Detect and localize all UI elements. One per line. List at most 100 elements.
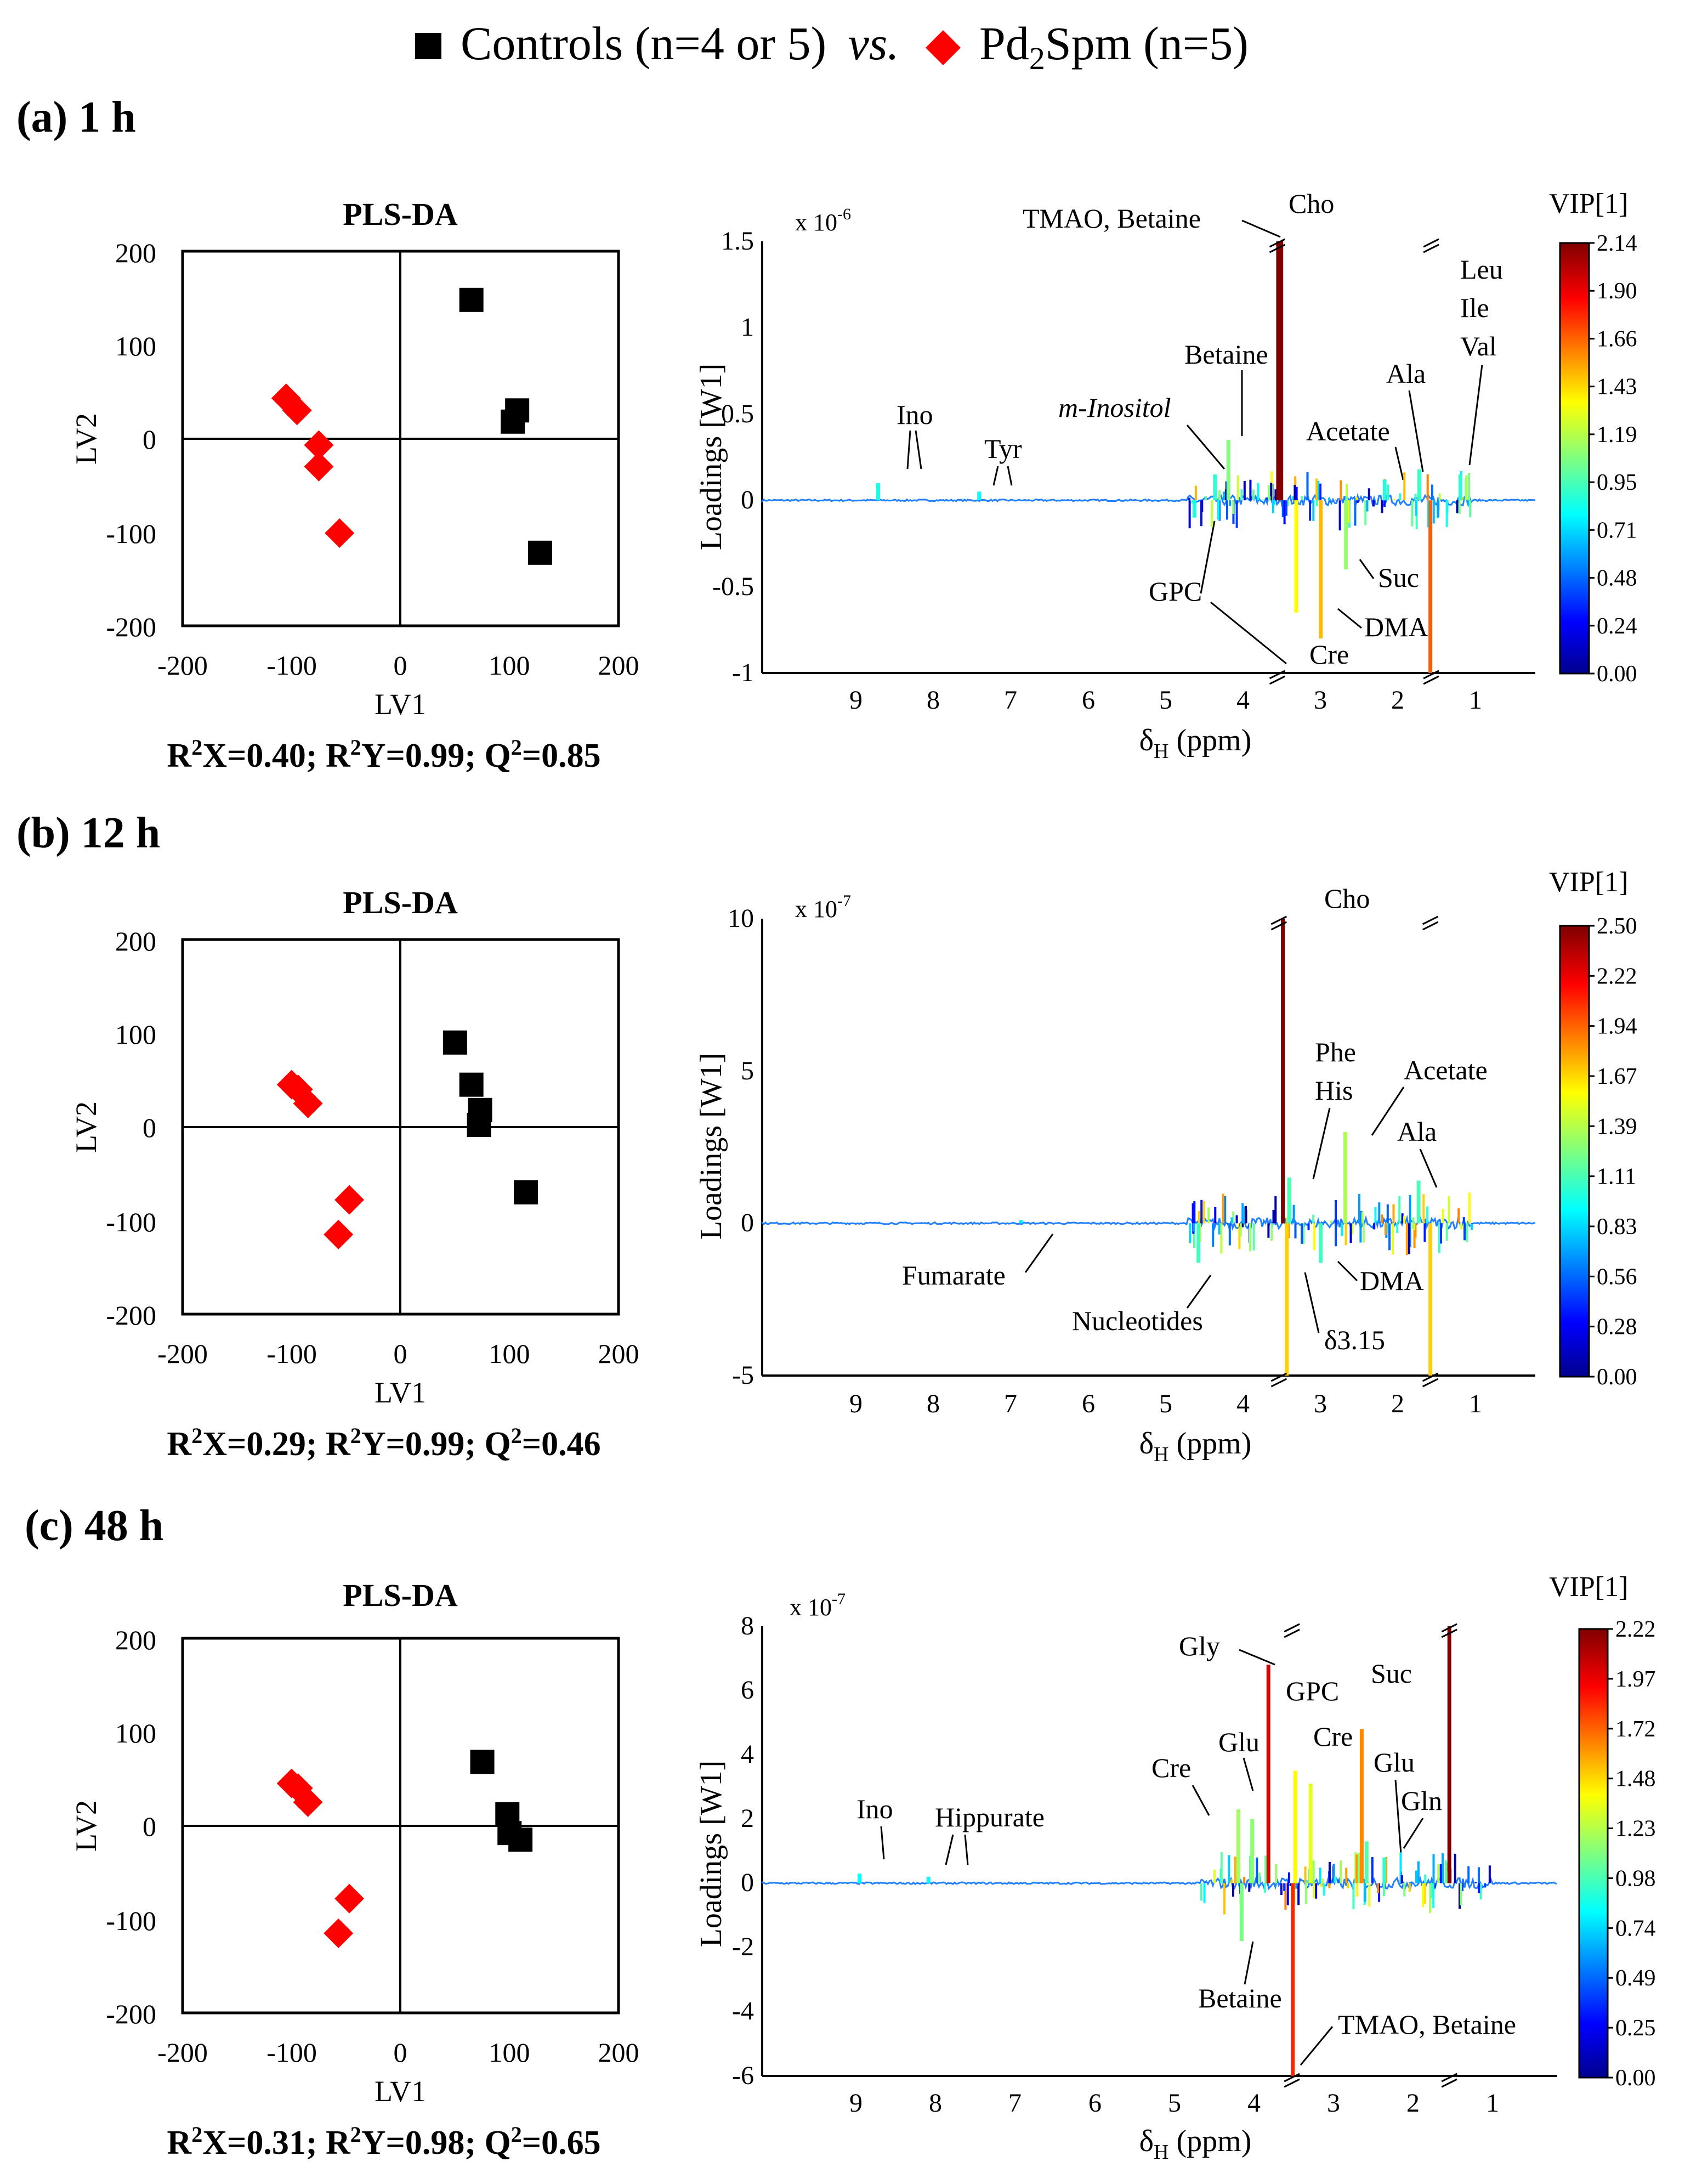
- annotation-leader: [1239, 1649, 1275, 1666]
- vip-tick-label: 2.14: [1597, 231, 1637, 256]
- annotation: Nucleotides: [1072, 1305, 1203, 1336]
- annotation-leader: [1192, 1785, 1210, 1816]
- annotation-leader: [1186, 1275, 1212, 1309]
- loadings-exponent: x 10-7: [795, 892, 851, 923]
- score-xlabel: LV1: [375, 1376, 426, 1409]
- loadings-trace-1: [761, 915, 1536, 1388]
- pd2spm-point: [324, 1219, 354, 1249]
- annotation-leader: [915, 430, 922, 469]
- annotation: Acetate: [1404, 1055, 1488, 1085]
- score-ylabel: LV2: [70, 1101, 103, 1153]
- loadings-ytick: 0: [741, 1208, 754, 1237]
- pd2spm-point: [293, 1787, 323, 1817]
- loadings-ytick: 2: [741, 1804, 754, 1833]
- axis-break-mark: [1270, 1372, 1287, 1382]
- annotation: GPC: [1149, 576, 1202, 607]
- annotation-leader: [1243, 1757, 1254, 1791]
- axis-break-mark: [1422, 1372, 1439, 1382]
- score-stats: R2X=0.29; R2Y=0.99; Q2=0.46: [167, 1423, 600, 1463]
- annotation: Suc: [1378, 562, 1419, 593]
- axis-break-mark: [1284, 1623, 1300, 1633]
- vip-tick-label: 0.24: [1597, 614, 1637, 639]
- vip-tick-label: 1.43: [1597, 375, 1637, 400]
- axis-break-mark: [1284, 2073, 1300, 2083]
- annotation-leader: [1419, 1148, 1438, 1188]
- vip-colorbar: VIP[1] 2.14 1.90 1.66 1.43 1.19 0.95 0.71 0.48 0…: [1549, 188, 1637, 687]
- score-xtick: -100: [266, 650, 317, 681]
- loadings-ytick: 8: [741, 1611, 754, 1640]
- score-xtick: -200: [157, 650, 208, 681]
- vip-tick-label: 0.56: [1597, 1264, 1637, 1289]
- loadings-plot-48h: x 10-7 8 6 4 2 0 -2 -4 -6 Loadings [W1] …: [694, 1571, 1656, 2164]
- score-title: PLS-DA: [343, 1577, 458, 1613]
- ppm-tick: 6: [1082, 1389, 1095, 1418]
- loadings-trace-0: [761, 238, 1536, 685]
- annotation: Betaine: [1198, 1983, 1282, 2013]
- ppm-tick: 1: [1469, 686, 1482, 715]
- loadings-ytick: 0.5: [721, 399, 754, 428]
- ppm-tick: 3: [1314, 1389, 1327, 1418]
- control-point: [442, 1030, 467, 1055]
- annotation: TMAO, Betaine: [1023, 203, 1201, 234]
- ppm-tick: 1: [1469, 1389, 1482, 1418]
- loadings-traces: [761, 238, 1557, 2088]
- annotation: DMA: [1364, 612, 1428, 642]
- annotations: Cho Phe His Acetate Ala Fumarate DMA Nuc…: [902, 883, 1488, 1355]
- control-point: [508, 1827, 533, 1852]
- annotation-leader: [1337, 1260, 1358, 1282]
- ppm-tick: 2: [1391, 1389, 1404, 1418]
- axis-break-mark: [1422, 915, 1439, 925]
- axis-break-mark: [1423, 675, 1439, 685]
- ppm-tick: 7: [1008, 2089, 1022, 2118]
- ppm-tick: 9: [849, 686, 863, 715]
- ppm-tick: 8: [927, 1389, 940, 1418]
- axis-break-mark: [1441, 1628, 1457, 1638]
- score-ytick: 0: [143, 1811, 156, 1842]
- loadings-trace-2: [761, 1623, 1557, 2088]
- axis-break-mark: [1284, 2078, 1300, 2088]
- control-point: [459, 287, 484, 312]
- ppm-tick: 4: [1236, 686, 1250, 715]
- ppm-tick: 3: [1314, 686, 1327, 715]
- vip-colorbar: VIP[1] 2.22 1.97 1.72 1.48 1.23 0.98 0.74 0.49 0…: [1549, 1571, 1656, 2091]
- score-xtick: -100: [266, 1338, 317, 1369]
- score-xtick: -200: [157, 1338, 208, 1369]
- score-plot-1h: PLS-DA 200 100 0 -100 -200 -200 -100 0 1…: [70, 196, 639, 774]
- annotation: Glu: [1374, 1747, 1415, 1778]
- score-ytick: 200: [115, 1625, 156, 1655]
- score-xtick: -200: [157, 2037, 208, 2068]
- score-ylabel: LV2: [70, 413, 103, 465]
- vip-tick-label: 0.71: [1597, 518, 1637, 543]
- annotation: His: [1315, 1075, 1353, 1106]
- score-title: PLS-DA: [343, 885, 458, 920]
- score-ytick: -100: [106, 1207, 156, 1237]
- annotation: Cre: [1151, 1752, 1191, 1783]
- score-xtick: 100: [489, 2037, 530, 2068]
- vip-tick-label: 0.49: [1615, 1966, 1656, 1991]
- loadings-ylabel: Loadings [W1]: [694, 364, 728, 551]
- score-ytick: 100: [115, 1019, 156, 1050]
- score-xtick: 100: [489, 1338, 530, 1369]
- loadings-plot-12h: x 10-7 10 5 0 -5 Loadings [W1] 9 8 7 6 5…: [694, 867, 1637, 1466]
- vip-tick-label: 0.00: [1597, 661, 1637, 687]
- annotation-leader: [906, 430, 911, 469]
- control-point: [459, 1072, 484, 1097]
- ppm-ticks: 9 8 7 6 5 4 3 2 1: [849, 1389, 1482, 1418]
- annotation: Suc: [1371, 1658, 1412, 1689]
- annotation: Acetate: [1306, 416, 1390, 446]
- vip-title: VIP[1]: [1549, 188, 1628, 219]
- loadings-ytick: 1.5: [721, 227, 754, 256]
- annotation: DMA: [1360, 1265, 1424, 1296]
- control-point: [467, 1113, 491, 1138]
- loadings-ytick: -1: [732, 658, 754, 687]
- vip-tick-label: 0.28: [1597, 1315, 1637, 1340]
- vip-tick-label: 1.66: [1597, 326, 1637, 352]
- annotation-leader: [1371, 1087, 1405, 1136]
- annotation: Phe: [1315, 1037, 1356, 1067]
- score-xtick: 200: [598, 650, 639, 681]
- ppm-tick: 2: [1391, 686, 1404, 715]
- loadings-exponent: x 10-6: [795, 205, 851, 236]
- loadings-ytick: -5: [732, 1361, 754, 1390]
- ppm-tick: 6: [1082, 686, 1095, 715]
